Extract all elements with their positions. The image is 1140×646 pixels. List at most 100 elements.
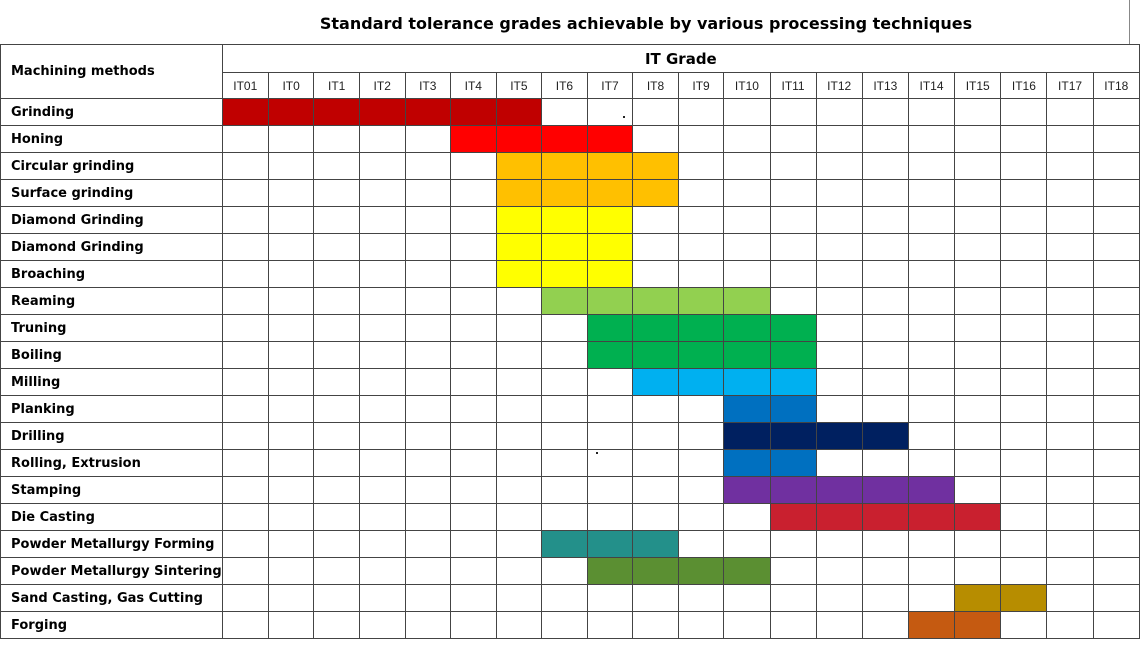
grade-cell xyxy=(495,530,543,558)
grade-cell xyxy=(313,449,360,477)
column-header-it10: IT10 xyxy=(723,72,771,99)
grade-bar-cell xyxy=(769,476,817,504)
grade-bar-cell xyxy=(769,395,817,423)
grade-cell xyxy=(313,152,360,180)
grade-bar-cell xyxy=(677,314,725,342)
method-label: Diamond Grinding xyxy=(0,206,223,234)
grade-cell xyxy=(1000,557,1048,585)
grade-cell xyxy=(313,314,360,342)
grade-cell xyxy=(1046,557,1094,585)
grade-cell xyxy=(450,530,497,558)
grade-cell xyxy=(586,449,634,477)
method-label: Broaching xyxy=(0,260,223,288)
table-row: Surface grinding xyxy=(0,179,1140,207)
table-row: Milling xyxy=(0,368,1140,396)
grade-cell xyxy=(267,368,315,396)
grade-cell xyxy=(541,368,588,396)
grade-cell xyxy=(815,179,863,207)
grade-bar-cell xyxy=(450,125,497,153)
grade-cell xyxy=(267,503,315,531)
grade-cell xyxy=(586,611,634,639)
grade-cell xyxy=(954,449,1002,477)
grade-bar-cell xyxy=(954,503,1002,531)
grade-cell xyxy=(815,611,863,639)
grade-cell xyxy=(450,260,497,288)
grade-cell xyxy=(358,449,406,477)
it-grade-header: IT Grade xyxy=(221,44,1140,73)
column-header-it7: IT7 xyxy=(586,72,634,99)
grade-cell xyxy=(313,422,360,450)
grade-cell xyxy=(358,125,406,153)
grade-cell xyxy=(954,98,1002,126)
grade-cell xyxy=(1046,449,1094,477)
grade-cell xyxy=(313,395,360,423)
grade-cell xyxy=(1000,287,1048,315)
grade-cell xyxy=(358,503,406,531)
grade-cell xyxy=(861,125,909,153)
grade-bar-cell xyxy=(723,368,771,396)
grade-bar-cell xyxy=(541,260,588,288)
grade-cell xyxy=(1000,341,1048,369)
grade-cell xyxy=(632,449,679,477)
grade-cell xyxy=(404,179,452,207)
grade-cell xyxy=(632,476,679,504)
grade-cell xyxy=(450,287,497,315)
grade-cell xyxy=(358,395,406,423)
grade-cell xyxy=(907,98,956,126)
grade-cell xyxy=(632,584,679,612)
grade-cell xyxy=(221,206,269,234)
grade-bar-cell xyxy=(586,341,634,369)
grade-cell xyxy=(495,395,543,423)
column-header-it14: IT14 xyxy=(907,72,956,99)
method-label: Rolling, Extrusion xyxy=(0,449,223,477)
grade-bar-cell xyxy=(632,557,679,585)
grade-bar-cell xyxy=(495,152,543,180)
grade-cell xyxy=(358,152,406,180)
grade-cell xyxy=(907,368,956,396)
grade-cell xyxy=(723,530,771,558)
grade-cell xyxy=(769,611,817,639)
grade-cell xyxy=(769,206,817,234)
grade-cell xyxy=(404,125,452,153)
grade-cell xyxy=(723,503,771,531)
grade-cell xyxy=(586,368,634,396)
grade-bar-cell xyxy=(769,422,817,450)
grade-cell xyxy=(954,152,1002,180)
grade-cell xyxy=(450,341,497,369)
grade-cell xyxy=(954,341,1002,369)
grade-bar-cell xyxy=(586,530,634,558)
grade-bar-cell xyxy=(495,260,543,288)
grade-cell xyxy=(861,530,909,558)
grade-cell xyxy=(723,125,771,153)
tolerance-grade-table: Machining methods IT Grade IT01 IT0 IT1 IT2… xyxy=(0,44,1140,639)
grade-cell xyxy=(861,314,909,342)
grade-cell xyxy=(907,125,956,153)
grade-cell xyxy=(313,287,360,315)
column-header-it12: IT12 xyxy=(815,72,863,99)
method-label: Truning xyxy=(0,314,223,342)
method-label: Reaming xyxy=(0,287,223,315)
grade-cell xyxy=(815,233,863,261)
grade-cell xyxy=(954,179,1002,207)
grade-cell xyxy=(677,152,725,180)
row-header-label: Machining methods xyxy=(0,44,223,99)
grade-cell xyxy=(267,314,315,342)
grade-cell xyxy=(267,152,315,180)
grade-cell xyxy=(221,584,269,612)
grade-cell xyxy=(267,287,315,315)
grade-cell xyxy=(769,530,817,558)
method-label: Stamping xyxy=(0,476,223,504)
table-row: Diamond Grinding xyxy=(0,233,1140,261)
grade-cell xyxy=(450,314,497,342)
grade-bar-cell xyxy=(495,233,543,261)
grade-cell xyxy=(358,287,406,315)
grade-cell xyxy=(541,611,588,639)
grade-cell xyxy=(1046,233,1094,261)
grade-cell xyxy=(954,368,1002,396)
grade-cell xyxy=(495,449,543,477)
grade-bar-cell xyxy=(677,341,725,369)
grade-cell xyxy=(907,314,956,342)
table-row: Die Casting xyxy=(0,503,1140,531)
grade-cell xyxy=(954,314,1002,342)
grade-cell xyxy=(358,476,406,504)
